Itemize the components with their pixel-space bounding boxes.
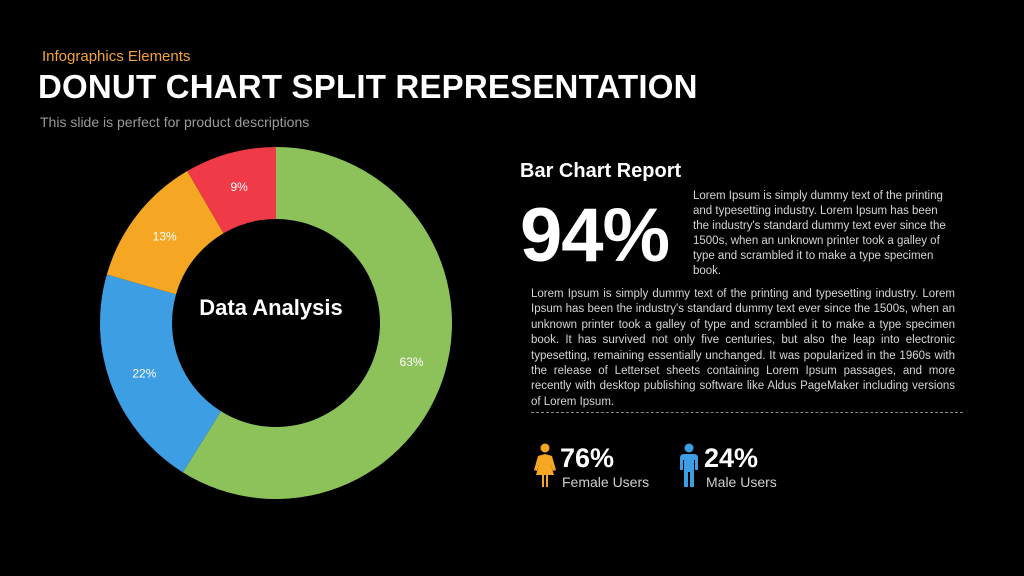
donut-slice-label-0: 63%	[400, 355, 424, 369]
page-title: DONUT CHART SPLIT REPRESENTATION	[38, 68, 698, 105]
male-users-label: Male Users	[706, 474, 777, 490]
report-paragraph-short: Lorem Ipsum is simply dummy text of the …	[693, 190, 946, 277]
female-users-label: Female Users	[562, 474, 650, 490]
male-user-icon	[680, 443, 698, 487]
page-subtitle: This slide is perfect for product descri…	[40, 114, 310, 130]
donut-slice-3	[187, 147, 276, 234]
male-users-percent: 24%	[704, 443, 759, 473]
report-paragraph-long: Lorem Ipsum is simply dummy text of the …	[531, 288, 955, 408]
donut-slice-1	[99, 274, 221, 473]
big-percent: 94%	[520, 193, 670, 278]
dashed-divider	[531, 412, 963, 413]
donut-center-label: Data Analysis	[199, 295, 342, 320]
donut-slice-2	[106, 171, 224, 295]
report-heading: Bar Chart Report	[520, 160, 682, 182]
donut-slice-label-1: 22%	[132, 367, 156, 381]
female-user-icon	[534, 443, 556, 487]
donut-chart: 63% 22% 13% 9% Data Analysis	[99, 147, 452, 499]
female-users-percent: 76%	[560, 443, 615, 473]
donut-slice-0	[182, 147, 452, 499]
kicker-text: Infographics Elements	[42, 48, 191, 65]
donut-slice-label-3: 9%	[231, 180, 249, 194]
donut-slice-label-2: 13%	[153, 229, 177, 243]
